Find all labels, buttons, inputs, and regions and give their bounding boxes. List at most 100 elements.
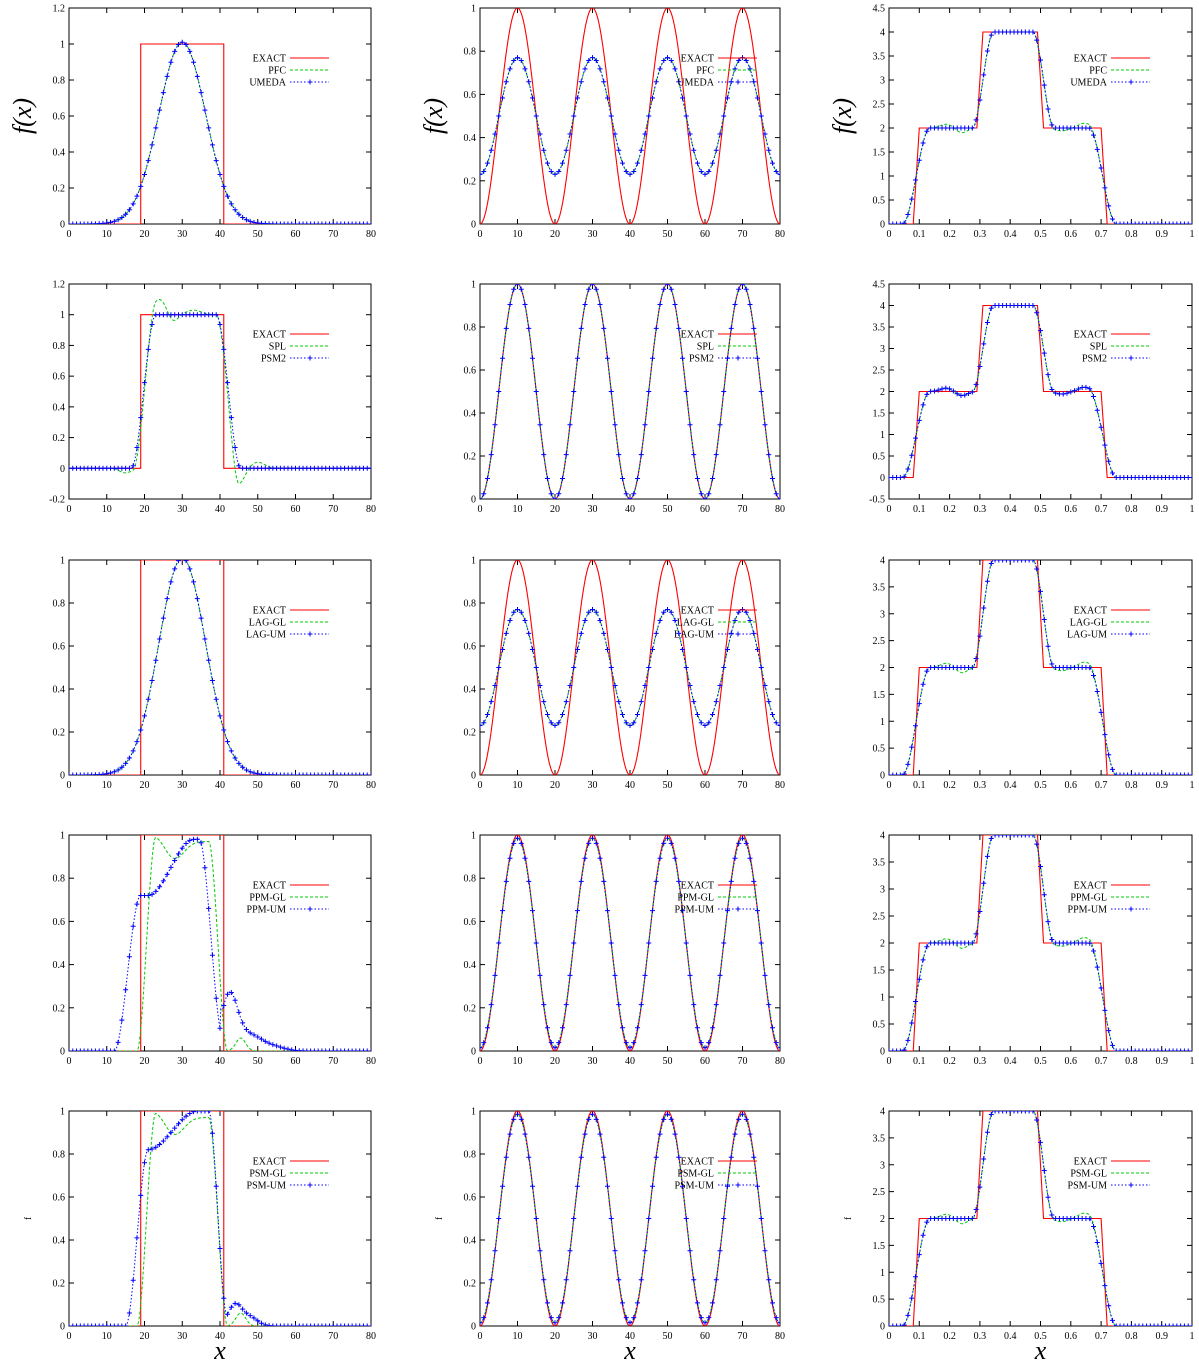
y-tick-label: 1 <box>471 4 476 15</box>
x-axis-label: x <box>623 1336 636 1363</box>
x-tick-label: 60 <box>700 1056 710 1067</box>
data-point-b <box>1041 892 1047 898</box>
data-point-b <box>315 1323 321 1326</box>
data-point-b <box>924 391 930 397</box>
data-point-b <box>1109 766 1115 772</box>
y-tick-label: 3.5 <box>873 582 886 593</box>
data-point-b <box>1144 1048 1150 1051</box>
data-point-b <box>578 630 584 636</box>
data-point-b <box>289 1047 295 1051</box>
data-point-b <box>488 452 494 458</box>
x-tick-label: 80 <box>775 229 785 240</box>
legend-label: PSM2 <box>261 354 286 365</box>
data-point-b <box>1113 772 1119 775</box>
data-point-b <box>1166 1048 1172 1051</box>
data-point-b <box>601 79 607 85</box>
data-point-b <box>969 940 975 946</box>
data-point-b <box>717 422 723 428</box>
data-point-b <box>1094 1239 1100 1245</box>
data-point-b <box>209 142 215 148</box>
legend-label: EXACT <box>681 881 714 892</box>
y-tick-label: 0 <box>60 771 65 782</box>
data-point-b <box>1113 1323 1119 1326</box>
data-point-b <box>680 908 685 914</box>
y-tick-label: 4 <box>880 1107 885 1118</box>
y-tick-label: 0.2 <box>464 1003 477 1014</box>
data-point-b <box>563 1277 569 1283</box>
data-point-b <box>676 325 682 331</box>
data-point-b <box>349 1323 355 1326</box>
data-point-b <box>758 1216 764 1221</box>
data-point-b <box>1030 29 1036 35</box>
data-point-b <box>1049 661 1055 667</box>
data-point-b <box>172 566 178 572</box>
series-line-b <box>69 560 371 775</box>
legend-marker <box>1128 79 1134 85</box>
data-point-b <box>240 1020 246 1026</box>
data-point-b <box>526 878 532 884</box>
x-tick-label: 50 <box>663 780 673 791</box>
data-point-b <box>1091 948 1097 954</box>
data-point-b <box>530 355 535 361</box>
data-point-b <box>255 1034 261 1040</box>
x-tick-label: 60 <box>291 1331 301 1342</box>
data-point-b <box>149 322 155 327</box>
data-point-b <box>605 647 610 653</box>
data-point-b <box>623 168 629 174</box>
data-point-b <box>96 1323 102 1326</box>
data-point-b <box>485 1025 490 1031</box>
data-point-b <box>710 475 715 481</box>
data-point-b <box>1034 566 1040 572</box>
data-point-b <box>1098 985 1104 991</box>
data-point-b <box>1109 1042 1115 1048</box>
x-tick-label: 80 <box>366 780 376 791</box>
plot-frame <box>479 7 781 225</box>
data-point-b <box>1174 1048 1180 1051</box>
data-point-b <box>485 711 490 717</box>
data-point-b <box>977 363 983 369</box>
x-tick-label: 0.2 <box>943 780 956 791</box>
data-point-b <box>1102 1283 1108 1289</box>
x-tick-label: 20 <box>550 504 560 515</box>
data-point-b <box>638 1002 644 1008</box>
x-tick-label: 50 <box>253 504 263 515</box>
data-point-b <box>1094 964 1100 970</box>
y-tick-label: 0.6 <box>53 642 66 653</box>
series-group <box>480 8 780 224</box>
data-point-b <box>334 1048 340 1051</box>
data-point-b <box>913 177 919 183</box>
data-point-b <box>728 630 734 636</box>
y-tick-label: 0.6 <box>464 917 477 928</box>
x-tick-label: 30 <box>588 1331 598 1342</box>
data-point-b <box>1030 1111 1036 1114</box>
data-point-b <box>894 221 900 224</box>
x-tick-label: 0.4 <box>1004 1331 1017 1342</box>
data-point-b <box>130 201 136 207</box>
data-point-b <box>130 1277 136 1283</box>
y-tick-label: 0 <box>471 495 476 506</box>
data-point-b <box>119 1323 125 1326</box>
data-point-b <box>85 1048 91 1051</box>
data-point-b <box>1106 458 1112 464</box>
data-point-b <box>567 422 573 428</box>
data-point-b <box>762 682 768 688</box>
data-point-b <box>1162 221 1168 224</box>
y-tick-label: 0.4 <box>53 960 66 971</box>
x-axis-label: x <box>1034 1336 1047 1363</box>
legend-label: SPL <box>1090 342 1107 353</box>
data-point-b <box>1159 772 1165 775</box>
data-point-b <box>145 1147 151 1153</box>
data-point-b <box>616 1277 622 1283</box>
legend-label: PPM-UM <box>247 905 287 916</box>
data-point-b <box>511 609 517 615</box>
data-point-b <box>920 681 926 687</box>
data-point-b <box>552 1320 558 1326</box>
y-tick-label: 0.5 <box>873 1295 886 1306</box>
y-tick-label: 0 <box>880 1322 885 1333</box>
data-point-b <box>123 211 129 217</box>
data-point-b <box>695 160 700 166</box>
data-point-b <box>1102 185 1108 191</box>
y-tick-label: 1.5 <box>873 1241 886 1252</box>
data-point-b <box>623 1040 629 1046</box>
x-tick-label: 70 <box>738 229 748 240</box>
